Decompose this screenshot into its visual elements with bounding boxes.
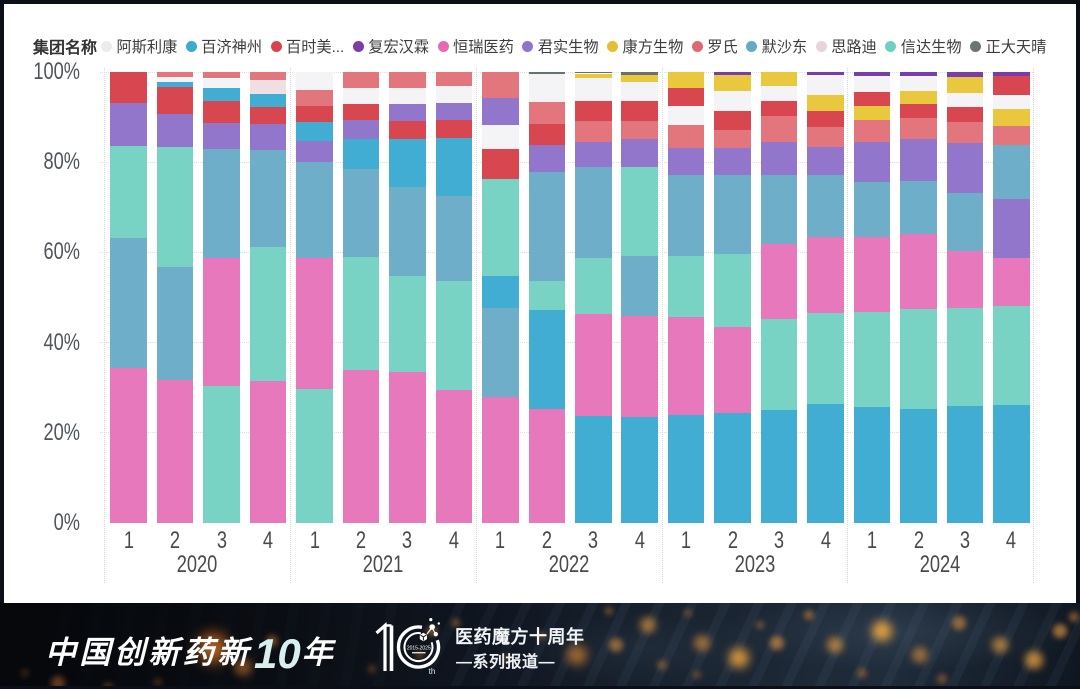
svg-text:2015-2025: 2015-2025 (407, 646, 431, 652)
svg-text:th: th (429, 667, 436, 676)
